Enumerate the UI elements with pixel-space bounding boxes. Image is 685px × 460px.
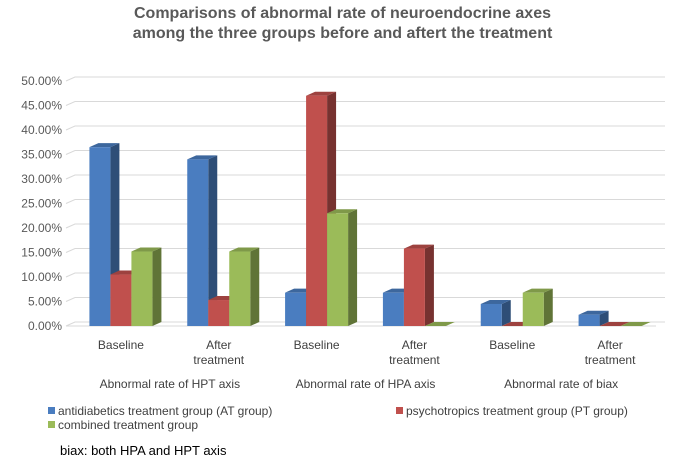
gridline (65, 199, 665, 204)
legend-swatch-at-group (48, 407, 55, 414)
legend-swatch-combined-group (48, 421, 55, 428)
bar-top-at (187, 155, 218, 160)
bar-pt (110, 274, 132, 326)
bar-top-at (89, 143, 120, 148)
x-tick-label: After (402, 338, 427, 352)
bar-side-pt (424, 244, 434, 326)
bar-side-at (501, 299, 511, 326)
x-tick-label: treatment (585, 353, 636, 367)
footnote: biax: both HPA and HPT axis (60, 443, 227, 458)
bar-at (578, 314, 600, 326)
x-tick-label: After (597, 338, 622, 352)
y-tick-label: 40.00% (21, 123, 62, 137)
x-tick-label: Baseline (489, 338, 535, 352)
x-group-label: Abnormal rate of HPA axis (296, 377, 436, 391)
gridline (65, 150, 665, 155)
bar-side-combined (348, 209, 358, 326)
gridline (65, 223, 665, 229)
bar-top-combined (424, 322, 455, 326)
bar-top-combined (620, 322, 651, 326)
bar-at (382, 292, 404, 326)
x-tick-label: After (206, 338, 231, 352)
bar-side-at (208, 155, 218, 326)
y-tick-label: 15.00% (21, 246, 62, 260)
x-tick-label: Baseline (294, 338, 340, 352)
bar-at (285, 292, 307, 326)
bar-combined (131, 251, 153, 326)
y-tick-label: 30.00% (21, 172, 62, 186)
x-group-label: Abnormal rate of HPT axis (100, 377, 241, 391)
legend-item-pt-group: psychotropics treatment group (PT group) (396, 404, 628, 418)
bar-combined (327, 213, 349, 326)
bar-top-combined (327, 209, 358, 214)
y-tick-label: 20.00% (21, 221, 62, 235)
legend-label-at-group: antidiabetics treatment group (AT group) (58, 404, 273, 418)
y-tick-label: 45.00% (21, 99, 62, 113)
bar-pt (403, 248, 425, 326)
bar-combined (229, 251, 251, 326)
bar-top-pt (403, 244, 434, 249)
gridline (65, 76, 665, 82)
x-tick-label: treatment (193, 353, 244, 367)
bar-at (480, 303, 502, 326)
bar-at (89, 147, 111, 326)
gridline (65, 125, 665, 131)
bar-side-combined (250, 247, 260, 326)
bar-top-combined (522, 288, 553, 293)
legend-item-combined-group: combined treatment group (48, 418, 198, 432)
y-tick-label: 35.00% (21, 148, 62, 162)
bar-top-at (578, 310, 609, 315)
bar-combined (522, 292, 544, 326)
x-group-label: Abnormal rate of biax (504, 377, 618, 391)
bar-side-combined (152, 247, 162, 326)
gridline (65, 321, 665, 327)
legend-label-combined-group: combined treatment group (58, 418, 199, 432)
legend-item-at-group: antidiabetics treatment group (AT group) (48, 404, 272, 418)
chart-title-line-1: Comparisons of abnormal rate of neuroend… (134, 5, 551, 22)
bar-pt (208, 300, 230, 326)
bar-pt (306, 95, 328, 326)
bar-at (187, 159, 209, 326)
bar-side-at (599, 310, 609, 326)
gridline (65, 248, 665, 253)
gridline (65, 272, 665, 278)
bar-top-combined (131, 247, 162, 252)
bar-top-pt (599, 322, 630, 326)
gridline (65, 297, 665, 302)
y-tick-label: 50.00% (21, 74, 62, 88)
chart-title-line-2: among the three groups before and aftert… (132, 25, 553, 42)
bar-top-pt (306, 91, 337, 96)
legend-label-pt-group: psychotropics treatment group (PT group) (406, 404, 628, 418)
legend-swatch-pt-group (396, 407, 403, 414)
bar-side-combined (543, 288, 553, 326)
gridline (65, 101, 665, 106)
x-tick-label: treatment (389, 353, 440, 367)
chart-title: Comparisons of abnormal rate of neuroend… (0, 4, 685, 44)
gridline (65, 174, 665, 180)
bar-top-combined (229, 247, 260, 252)
bar-top-at (480, 299, 511, 304)
y-tick-label: 0.00% (28, 319, 62, 333)
y-tick-label: 25.00% (21, 197, 62, 211)
x-tick-label: Baseline (98, 338, 144, 352)
y-tick-label: 10.00% (21, 270, 62, 284)
y-tick-label: 5.00% (28, 295, 62, 309)
